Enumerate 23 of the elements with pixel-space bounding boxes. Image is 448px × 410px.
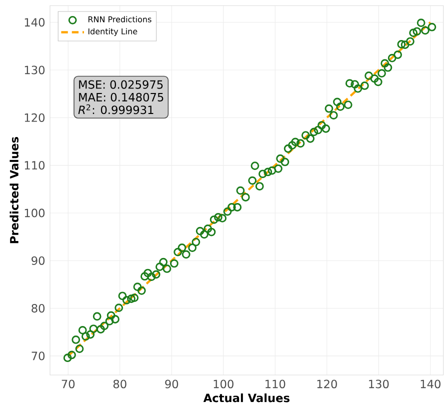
x-tick-label: 80 bbox=[113, 380, 126, 388]
x-tick-label: 100 bbox=[214, 380, 234, 388]
x-axis-title: Actual Values bbox=[203, 393, 290, 402]
annotation: R$^{2}$: 0.999931 bbox=[78, 104, 154, 114]
y-tick-label: 80 bbox=[32, 304, 45, 313]
y-tick-label: 70 bbox=[32, 352, 45, 360]
legend-label: RNN Predictions bbox=[88, 16, 152, 22]
y-tick-label: 110 bbox=[24, 161, 45, 170]
y-tick-label: 120 bbox=[24, 113, 45, 122]
y-tick-label: 100 bbox=[24, 208, 45, 218]
y-tick-label: 90 bbox=[32, 256, 45, 265]
legend-label: Identity Line bbox=[88, 28, 138, 36]
x-tick-label: 110 bbox=[266, 380, 286, 388]
x-tick-label: 120 bbox=[317, 380, 337, 388]
y-tick-label: 140 bbox=[24, 18, 45, 27]
x-tick-label: 130 bbox=[369, 380, 389, 388]
x-tick-label: 70 bbox=[62, 380, 75, 388]
annotation: MSE: 0.025975 bbox=[79, 80, 163, 89]
x-tick-label: 140 bbox=[420, 380, 440, 388]
y-tick-label: 130 bbox=[24, 66, 45, 74]
x-tick-label: 90 bbox=[165, 380, 178, 388]
annotation: MAE: 0.148075 bbox=[79, 92, 164, 102]
y-axis-title: Predicted Values bbox=[10, 137, 19, 244]
